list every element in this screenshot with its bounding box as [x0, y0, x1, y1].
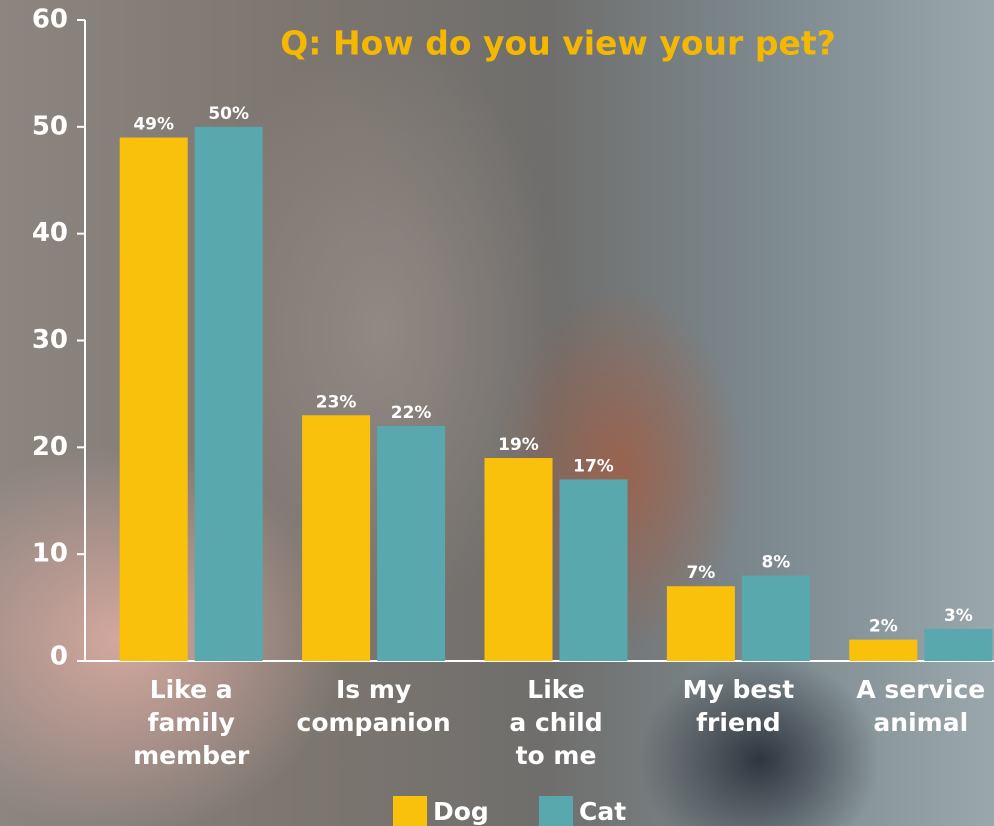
legend-label: Cat — [579, 797, 626, 826]
x-tick-label: Like a child to me — [509, 675, 603, 770]
value-label: 49% — [133, 115, 174, 135]
y-tick-label: 60 — [32, 5, 68, 35]
x-tick-label: Is my companion — [296, 675, 451, 737]
legend-swatch — [539, 796, 573, 826]
value-label: 7% — [686, 563, 715, 583]
value-label: 3% — [944, 606, 973, 626]
bar — [377, 425, 446, 661]
bar — [484, 458, 553, 661]
chart-title: Q: How do you view your pet? — [280, 24, 836, 63]
legend-label: Dog — [433, 797, 489, 826]
x-tick-label: A service animal — [856, 675, 986, 737]
bar — [119, 137, 188, 661]
y-tick-label: 20 — [32, 432, 68, 462]
bar — [741, 575, 810, 661]
bar — [559, 479, 628, 661]
bar — [924, 628, 993, 661]
value-label: 22% — [391, 403, 432, 423]
bar — [849, 639, 918, 661]
y-tick-label: 30 — [32, 325, 68, 355]
value-label: 23% — [316, 392, 357, 412]
y-tick-label: 40 — [32, 218, 68, 248]
y-tick-label: 50 — [32, 111, 68, 141]
value-label: 17% — [573, 456, 614, 476]
value-label: 8% — [761, 553, 790, 573]
bar — [194, 126, 263, 662]
y-tick-label: 0 — [50, 642, 68, 672]
y-tick-label: 10 — [32, 539, 68, 569]
x-tick-label: Like a family member — [133, 675, 250, 770]
value-label: 2% — [869, 617, 898, 637]
legend-swatch — [393, 796, 427, 826]
bar — [666, 586, 735, 661]
x-tick-label: My best friend — [682, 675, 795, 737]
value-label: 50% — [208, 104, 249, 124]
bar — [302, 415, 371, 661]
value-label: 19% — [498, 435, 539, 455]
